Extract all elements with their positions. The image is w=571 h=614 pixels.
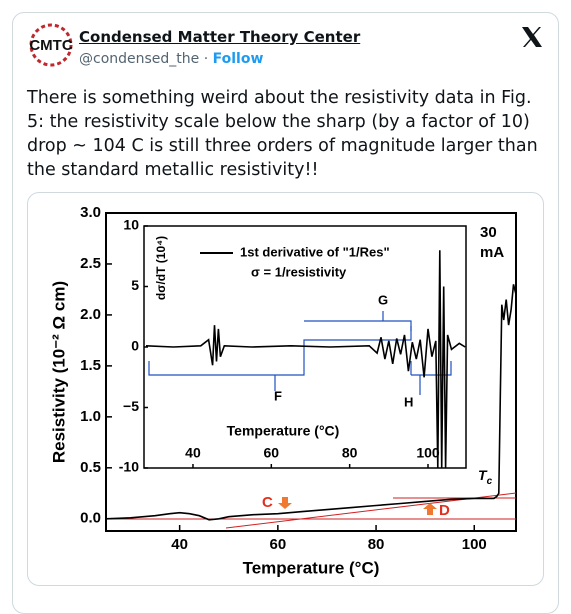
y-tick-label: -10 xyxy=(119,459,139,475)
separator: · xyxy=(203,51,209,67)
annotation: H xyxy=(404,394,413,409)
x-tick-label: 100 xyxy=(462,536,487,553)
tc-sub: c xyxy=(487,476,493,487)
annotation: Tc xyxy=(478,467,493,487)
annotation: G xyxy=(378,292,388,307)
x-tick-label: 60 xyxy=(264,445,280,461)
x-tick-label: 60 xyxy=(270,536,287,553)
handle[interactable]: @condensed_the xyxy=(79,51,200,67)
x-axis-title: Temperature (°C) xyxy=(243,558,380,577)
y-tick-label: 0.5 xyxy=(80,459,101,476)
tweet-text-line: There is something weird about the resis… xyxy=(27,88,532,108)
legend-entry: σ = 1/resistivity xyxy=(251,264,347,279)
x-tick-label: 100 xyxy=(416,445,440,461)
tweet-text-line: 5: the resistivity scale below the sharp… xyxy=(27,112,530,132)
y-tick-label: 5 xyxy=(131,277,139,293)
x-tick-label: 40 xyxy=(185,445,201,461)
page: CMTC Condensed Matter Theory Center @con… xyxy=(12,12,559,614)
main-frame xyxy=(105,212,517,532)
handle-row: @condensed_the · Follow xyxy=(79,51,263,67)
tweet-text-line: drop ~ 104 C is still three orders of ma… xyxy=(27,136,538,156)
y-axis-title: dσ/dT (10⁴) xyxy=(154,236,168,300)
y-tick-label: 2.5 xyxy=(80,255,101,272)
y-tick-label: 3.0 xyxy=(80,204,101,221)
follow-button[interactable]: Follow xyxy=(212,51,264,67)
x-tick-label: 80 xyxy=(368,536,385,553)
y-tick-label: 0.0 xyxy=(80,510,101,527)
y-tick-label: 10 xyxy=(123,217,139,233)
y-tick-label: −5 xyxy=(123,398,139,414)
x-axis-title: Temperature (°C) xyxy=(227,423,340,439)
data-line xyxy=(105,284,517,521)
annotation: 30 xyxy=(480,224,497,241)
y-tick-label: 0 xyxy=(131,338,139,354)
display-name[interactable]: Condensed Matter Theory Center xyxy=(79,28,361,46)
annotation: mA xyxy=(480,244,504,261)
legend-entry: 1st derivative of "1/Res" xyxy=(240,244,390,259)
y-axis-title: Resistivity (10⁻² Ω cm) xyxy=(49,281,68,463)
arrow-d xyxy=(423,503,437,515)
logo-text: CMTC xyxy=(29,37,72,54)
y-tick-label: 1.5 xyxy=(80,357,101,374)
y-tick-label: 2.0 xyxy=(80,306,101,323)
annotation: D xyxy=(439,502,450,519)
x-tick-label: 40 xyxy=(171,536,188,553)
tweet-image[interactable]: 30 mA C D Tc 1st derivative of "1/Res" σ… xyxy=(27,192,544,586)
data-line xyxy=(145,250,466,469)
annotation: C xyxy=(262,494,273,511)
arrow-c xyxy=(278,497,292,509)
y-tick-label: 1.0 xyxy=(80,408,101,425)
avatar-logo[interactable]: CMTC xyxy=(24,22,78,68)
chart: 30 mA C D Tc 1st derivative of "1/Res" σ… xyxy=(49,204,517,577)
tweet-text-line: the standard metallic resistivity!! xyxy=(27,160,319,180)
tc: T xyxy=(478,467,488,483)
annotation: F xyxy=(274,388,282,403)
x-tick-label: 80 xyxy=(342,445,358,461)
x-logo[interactable] xyxy=(520,26,542,48)
